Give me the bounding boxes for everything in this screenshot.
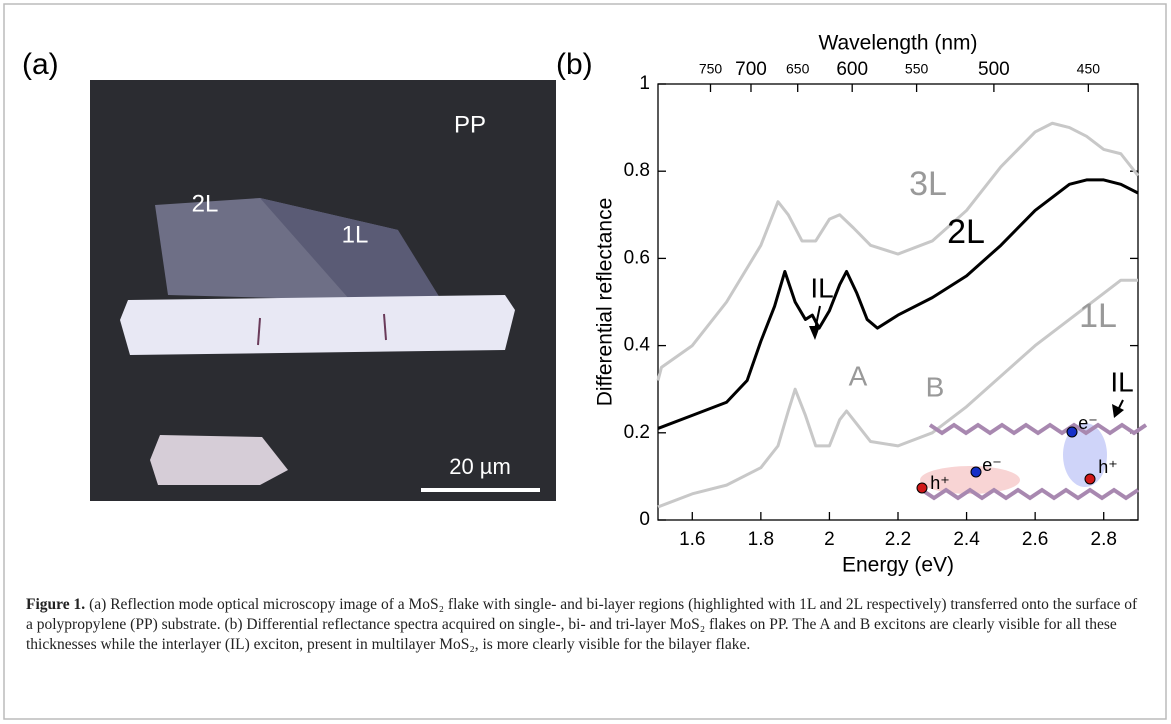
x-tick-label: 2.4 xyxy=(953,529,980,550)
y-tick-label: 0.2 xyxy=(624,422,650,443)
series-label: 2L xyxy=(947,213,985,251)
hole xyxy=(1084,473,1096,485)
annotation: h⁺ xyxy=(1098,457,1118,477)
layer xyxy=(928,422,1148,436)
flake-thick xyxy=(120,295,515,355)
series-line xyxy=(657,178,1139,430)
label-1l: 1L xyxy=(342,221,369,248)
y-tick-label: 0.4 xyxy=(624,335,651,356)
y-axis-title: Differential reflectance xyxy=(594,198,617,407)
hole xyxy=(916,482,928,494)
x-tick-label: 1.6 xyxy=(679,529,705,550)
arrowhead xyxy=(809,326,820,340)
x2-tick-label: 450 xyxy=(1077,61,1101,77)
label-2l: 2L xyxy=(192,190,219,217)
x2-tick-label: 500 xyxy=(978,59,1010,80)
annotations: 3L 2L 1L IL A B IL e⁻ h⁺ e⁻ h⁺ xyxy=(809,165,1148,501)
annotation: IL xyxy=(1110,366,1133,397)
panel-label: (b) xyxy=(556,48,593,81)
inset-diagram: e⁻ h⁺ e⁻ h⁺ xyxy=(916,413,1148,501)
plot: 1.6 1.8 2 2.2 2.4 2.6 2.8 0 0.2 0.4 0.6 0.8 1 750 700 6… xyxy=(624,59,1140,550)
series-line xyxy=(657,278,1138,509)
frame xyxy=(3,3,1167,720)
x-tick-label: 1.8 xyxy=(748,529,774,550)
y-tick-label: 1 xyxy=(639,73,650,94)
y-tick-label: 0 xyxy=(639,509,650,530)
x-tick-label: 2.8 xyxy=(1091,529,1117,550)
crack xyxy=(257,317,261,346)
x2-tick-label: 650 xyxy=(786,61,810,77)
electron-cloud xyxy=(1063,423,1107,487)
annotation: e⁻ xyxy=(982,455,1002,475)
label-pp: PP xyxy=(454,111,486,138)
x2-axis-title: Wavelength (nm) xyxy=(818,32,977,55)
series-label: 3L xyxy=(909,165,947,203)
y-tick-label: 0.6 xyxy=(624,247,650,268)
electron xyxy=(1066,426,1078,438)
flake-1l xyxy=(260,198,440,300)
caption-text: (a) Reflection mode optical microscopy i… xyxy=(26,596,1138,653)
y-tick-label: 0.8 xyxy=(624,160,650,181)
layer xyxy=(920,487,1140,501)
crack xyxy=(383,313,387,341)
annotation: IL xyxy=(810,272,833,303)
panel-label: (a) xyxy=(22,48,59,81)
arrowhead xyxy=(1112,404,1124,418)
x2-tick-label: 550 xyxy=(905,61,929,77)
caption: Figure 1. (a) Reflection mode optical mic… xyxy=(26,595,1146,655)
annotation: h⁺ xyxy=(930,473,950,493)
annotation: B xyxy=(926,371,945,402)
flake-thick-2 xyxy=(150,435,288,485)
caption-label: Figure 1. xyxy=(26,596,86,613)
x2-tick-label: 750 xyxy=(699,61,723,77)
x-tick-label: 2 xyxy=(824,529,835,550)
x-tick-label: 2.6 xyxy=(1022,529,1048,550)
electron xyxy=(970,466,982,478)
x-axis-title: Energy (eV) xyxy=(842,554,954,577)
series-label: 1L xyxy=(1079,297,1117,335)
series-line xyxy=(656,121,1140,381)
x-tick-label: 2.2 xyxy=(885,529,911,550)
annotation: A xyxy=(849,360,868,391)
hole-cloud xyxy=(920,466,1020,494)
x2-tick-label: 600 xyxy=(836,59,868,80)
scale-bar-label: 20 µm xyxy=(449,454,511,479)
annotation: e⁻ xyxy=(1078,413,1098,433)
x2-tick-label: 700 xyxy=(735,59,767,80)
